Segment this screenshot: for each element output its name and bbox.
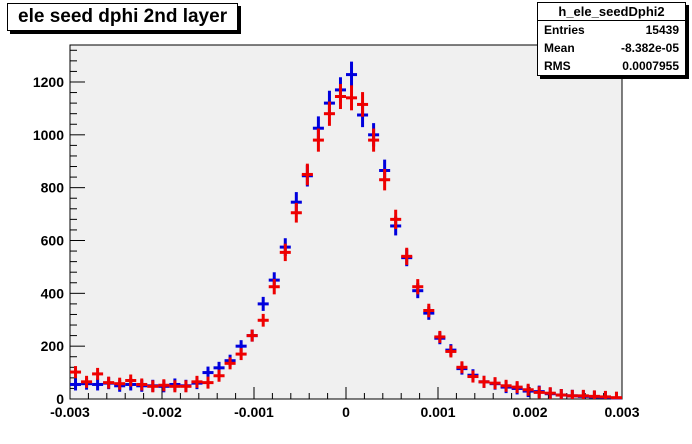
x-tick-label: 0.002 [512,404,547,420]
data-point [500,379,512,392]
stats-label: RMS [544,59,571,73]
data-point [434,330,446,343]
data-point [70,378,82,391]
axis-ticks [69,49,623,400]
data-point [103,376,115,389]
data-point [257,296,269,311]
data-point [599,390,611,399]
data-point [511,381,523,394]
stats-row-rms: RMS 0.0007955 [538,57,685,75]
data-point [235,348,247,361]
data-point [368,128,380,152]
data-point [390,209,402,230]
data-point [544,387,556,399]
data-point [522,383,534,396]
stats-row-entries: Entries 15439 [538,21,685,39]
data-point [136,378,148,391]
series-red [70,83,622,400]
data-point [357,92,369,117]
data-point [125,374,137,387]
data-point [180,380,192,393]
data-point [456,361,468,374]
stats-value: 15439 [645,23,679,37]
x-tick-label: -0.003 [50,404,90,420]
x-tick-label: -0.002 [142,404,182,420]
data-point [202,366,214,379]
x-tick-label: 0.001 [420,404,455,420]
stats-value: 0.0007955 [622,59,679,73]
data-point [334,83,346,110]
data-point [346,61,358,88]
data-point [467,370,479,383]
x-tick-label: 0.003 [604,404,639,420]
data-point [246,329,258,342]
data-point [114,377,126,390]
data-point [158,379,170,392]
plot-frame [69,44,623,400]
data-point [279,243,291,262]
stats-value: -8.382e-05 [620,41,679,55]
data-point [489,377,501,390]
x-tick-label: -0.001 [234,404,274,420]
data-marks [70,61,622,400]
data-point [213,369,225,382]
plot-title: ele seed dphi 2nd layer [7,3,239,31]
data-point [312,128,324,152]
data-point [401,247,413,265]
data-point [257,313,269,327]
stats-row-mean: Mean -8.382e-05 [538,39,685,57]
data-point [323,101,335,126]
data-point [533,386,545,399]
data-point [412,279,424,295]
y-tick-label: 400 [41,285,65,301]
y-tick-label: 0 [56,391,64,407]
y-tick-label: 600 [41,232,65,248]
data-point [566,389,578,399]
stats-box: h_ele_seedDphi2 Entries 15439 Mean -8.38… [537,2,686,76]
data-point [202,376,214,389]
axis-tick-labels: -0.003 -0.002 -0.001 0 0.001 0.002 0.003 0 200 40… [33,74,640,420]
data-point [379,169,391,191]
data-point [92,378,104,391]
data-point [268,279,280,295]
data-point [92,367,104,380]
data-point [191,375,203,388]
stats-label: Entries [544,23,585,37]
data-point [445,345,457,358]
data-point [70,366,82,379]
data-point [346,85,358,111]
data-point [423,303,435,318]
stats-histogram-name: h_ele_seedDphi2 [538,3,685,21]
data-point [147,380,159,393]
data-point [290,202,302,223]
data-point [610,391,622,400]
data-point [577,389,589,399]
y-tick-label: 800 [41,180,65,196]
y-tick-label: 1000 [33,127,64,143]
data-point [555,389,567,399]
data-point [81,375,93,388]
y-tick-label: 200 [41,338,65,354]
data-point [224,357,236,370]
data-point [478,375,490,388]
data-point [588,390,600,399]
plot-title-text: ele seed dphi 2nd layer [18,6,228,27]
y-tick-label: 1200 [33,74,64,90]
data-point [169,380,181,393]
stats-label: Mean [544,41,575,55]
x-tick-label: 0 [342,404,350,420]
data-point [301,163,313,186]
